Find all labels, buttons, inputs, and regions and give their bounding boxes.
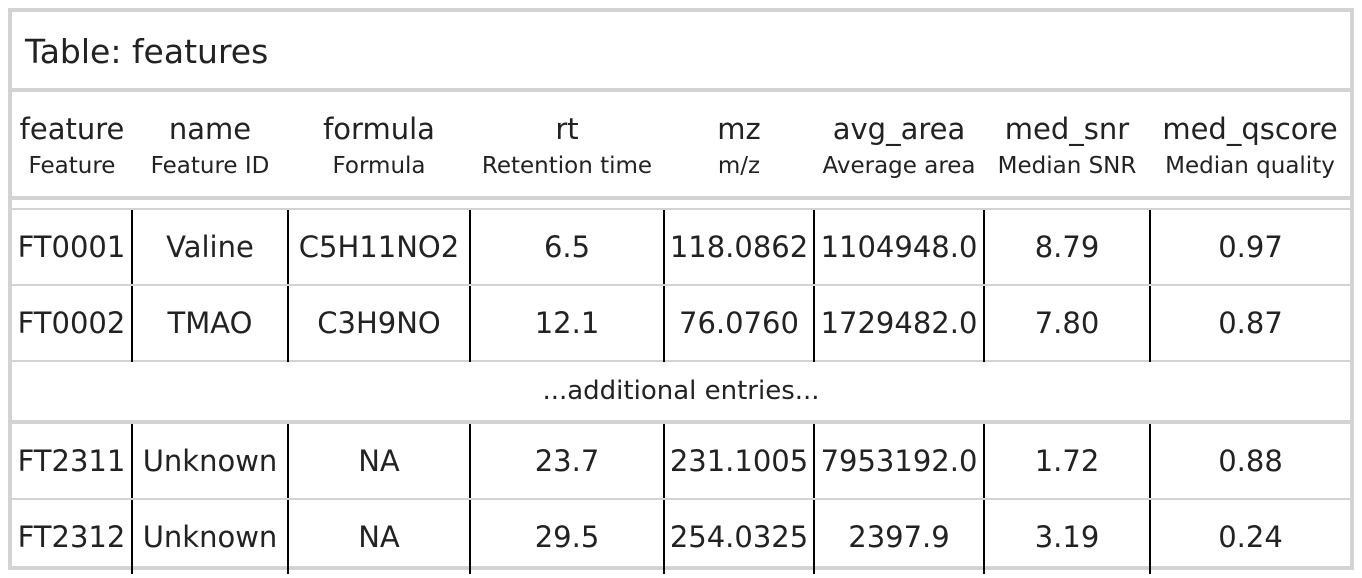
column-header-mz: mz m/z (664, 92, 814, 198)
cell-avg-area: 7953192.0 (813, 422, 984, 500)
column-header-name: name Feature ID (132, 92, 288, 198)
cell-name: TMAO (131, 285, 288, 361)
column-name: formula (323, 112, 435, 146)
column-label: Average area (822, 153, 976, 179)
cell-name: Valine (131, 209, 288, 286)
cell-med-snr: 3.19 (983, 499, 1150, 574)
column-label: Median quality (1165, 153, 1335, 179)
features-table: feature Feature name Feature ID formula … (12, 92, 1350, 574)
cell-name: Unknown (131, 499, 288, 574)
cell-name: Unknown (131, 422, 288, 500)
cell-rt: 23.7 (469, 422, 664, 500)
cell-formula: C5H11NO2 (287, 209, 470, 286)
cell-avg-area: 1104948.0 (813, 209, 984, 286)
table-row: FT0001 Valine C5H11NO2 6.5 118.0862 1104… (12, 209, 1350, 286)
column-name: med_snr (1004, 112, 1130, 146)
cell-med-qscore: 0.24 (1149, 499, 1350, 574)
header-row: feature Feature name Feature ID formula … (12, 92, 1350, 198)
cell-med-qscore: 0.87 (1149, 285, 1350, 361)
column-label: Retention time (481, 153, 653, 179)
features-table-panel: Table: features feature Feature name Fea… (8, 8, 1354, 574)
cell-med-qscore: 0.97 (1149, 209, 1350, 286)
cell-formula: NA (287, 422, 470, 500)
column-name: med_qscore (1162, 112, 1338, 146)
cell-med-qscore: 0.88 (1149, 422, 1350, 500)
column-label: Feature (28, 153, 116, 179)
cell-rt: 12.1 (469, 285, 664, 361)
table-title: Table: features (12, 12, 1350, 92)
column-name: rt (555, 112, 579, 146)
cell-avg-area: 2397.9 (813, 499, 984, 574)
table-row: FT0002 TMAO C3H9NO 12.1 76.0760 1729482.… (12, 285, 1350, 361)
cell-feature: FT0002 (17, 306, 126, 340)
table-row: FT2311 Unknown NA 23.7 231.1005 7953192.… (12, 422, 1350, 500)
column-label: Median SNR (997, 153, 1137, 179)
cell-med-snr: 1.72 (983, 422, 1150, 500)
cell-mz: 231.1005 (663, 422, 814, 500)
cell-avg-area: 1729482.0 (813, 285, 984, 361)
column-header-med-snr: med_snr Median SNR (984, 92, 1150, 198)
ellipsis-row: ...additional entries... (12, 360, 1350, 424)
cell-mz: 254.0325 (663, 499, 814, 574)
column-header-feature: feature Feature (12, 92, 132, 198)
cell-med-snr: 7.80 (983, 285, 1150, 361)
column-name: avg_area (832, 112, 966, 146)
cell-rt: 6.5 (469, 209, 664, 286)
cell-mz: 76.0760 (663, 285, 814, 361)
header-divider (12, 196, 1350, 210)
table-row: FT2312 Unknown NA 29.5 254.0325 2397.9 3… (12, 499, 1350, 574)
column-label: Feature ID (150, 153, 270, 179)
cell-feature: FT0001 (12, 209, 132, 286)
cell-formula: C3H9NO (287, 285, 470, 361)
cell-feature: FT2311 (12, 422, 132, 500)
cell-rt: 29.5 (469, 499, 664, 574)
column-name: name (168, 112, 252, 146)
cell-feature: FT2312 (17, 520, 126, 554)
column-header-med-qscore: med_qscore Median quality (1150, 92, 1350, 198)
column-header-rt: rt Retention time (470, 92, 664, 198)
cell-mz: 118.0862 (663, 209, 814, 286)
column-name: mz (717, 112, 761, 146)
cell-med-snr: 8.79 (983, 209, 1150, 286)
column-name: feature (19, 112, 125, 146)
column-label: Formula (332, 153, 426, 179)
column-header-formula: formula Formula (288, 92, 470, 198)
ellipsis-text: ...additional entries... (12, 360, 1350, 424)
column-header-avg-area: avg_area Average area (814, 92, 984, 198)
cell-formula: NA (287, 499, 470, 574)
column-label: m/z (717, 153, 761, 179)
